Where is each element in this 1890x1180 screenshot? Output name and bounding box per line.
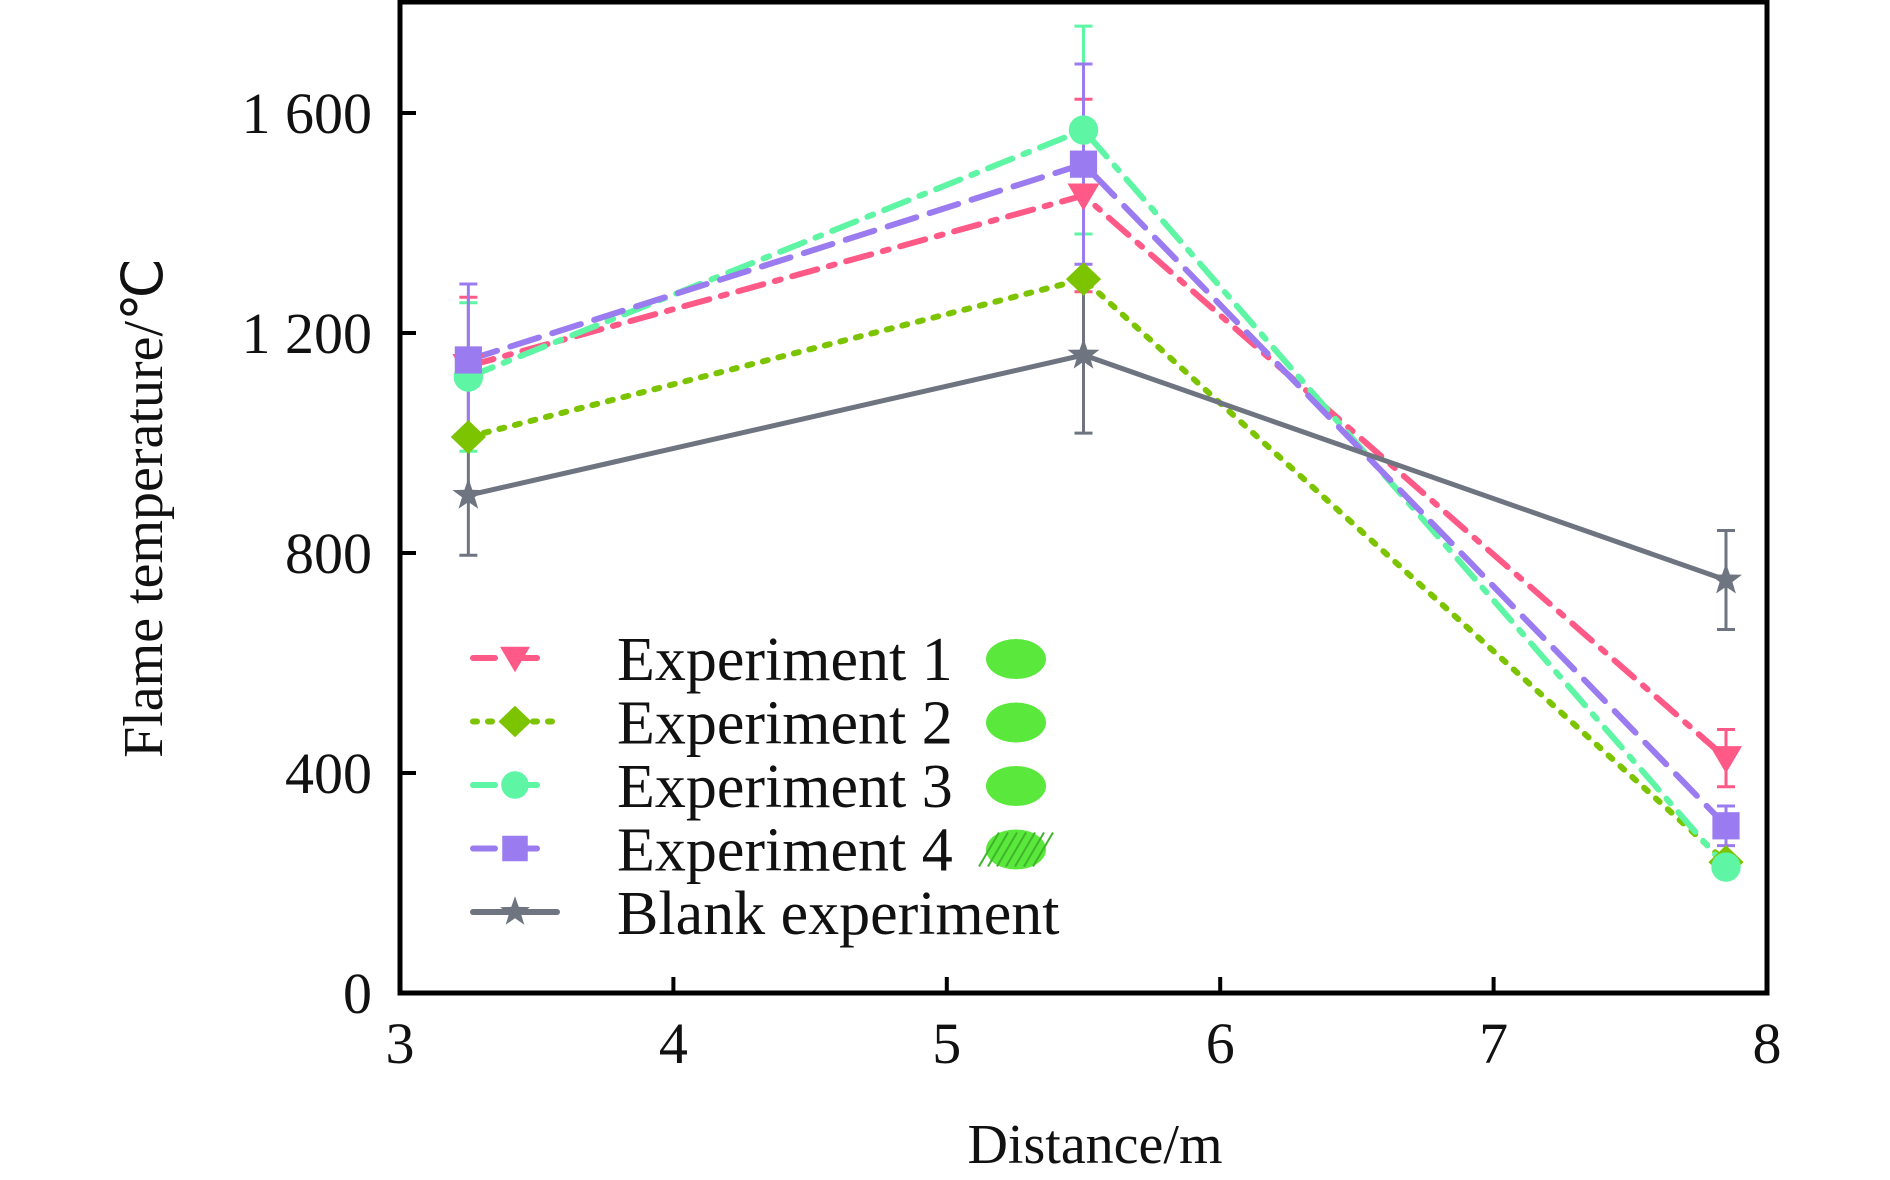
data-point-1 (1709, 746, 1742, 774)
legend-marker (502, 835, 528, 862)
x-tick-label: 4 (659, 1011, 688, 1076)
x-tick-label: 7 (1479, 1011, 1508, 1076)
y-tick-label: 1 600 (242, 81, 373, 146)
legend-swatch-hatch (1014, 831, 1036, 868)
x-axis-title: Distance/m (967, 1114, 1222, 1176)
plot-frame (397, 0, 1770, 996)
data-markers (450, 115, 1744, 882)
legend-swatch-hatch (1005, 831, 1027, 868)
legend-label: Experiment 1 (617, 626, 953, 694)
data-point-4 (1069, 150, 1098, 178)
data-point-3 (1711, 852, 1741, 882)
legend-swatch-hatch (978, 831, 1000, 868)
legend-marker (501, 771, 529, 799)
y-axis: 0 400 800 1 200 1 600 (242, 81, 416, 1026)
legend-swatch-hatch (987, 831, 1009, 868)
legend-item-4: Experiment 4 (470, 817, 1054, 885)
y-tick-label: 800 (285, 521, 372, 586)
legend-item-5: Blank experiment (470, 880, 1059, 948)
legend-marker (498, 705, 532, 738)
data-point-3 (1068, 115, 1099, 145)
data-point-5 (452, 478, 485, 509)
series-line-2 (465, 275, 1729, 866)
x-tick-label: 3 (386, 1011, 415, 1076)
data-point-4 (454, 346, 482, 374)
legend-marker (500, 896, 530, 925)
data-point-1 (1067, 183, 1100, 211)
y-tick-label: 1 200 (242, 301, 373, 366)
x-tick-label: 5 (932, 1011, 961, 1076)
legend-swatch-hatch (1032, 831, 1054, 868)
data-point-5 (1067, 338, 1100, 369)
legend-swatch-hatch (996, 831, 1018, 868)
legend-label: Experiment 3 (617, 753, 953, 821)
y-axis-title: Flame temperature/℃ (113, 258, 175, 758)
legend-swatch (986, 766, 1046, 806)
legend-marker (500, 646, 530, 673)
legend-item-1: Experiment 1 (470, 626, 1046, 694)
data-point-5 (1710, 563, 1742, 594)
legend-item-2: Experiment 2 (470, 690, 1046, 758)
y-tick-label: 400 (285, 741, 372, 806)
legend-label: Experiment 4 (617, 817, 953, 885)
data-point-4 (1712, 812, 1740, 840)
legend-swatch-hatch (1023, 831, 1045, 868)
legend-item-3: Experiment 3 (470, 753, 1046, 821)
y-tick-label: 0 (343, 961, 372, 1026)
legend-swatch (986, 702, 1046, 743)
data-point-2 (450, 420, 486, 454)
x-tick-label: 8 (1753, 1011, 1782, 1076)
legend-label: Blank experiment (617, 880, 1059, 948)
plot-border (397, 0, 1770, 996)
x-tick-label: 6 (1206, 1011, 1235, 1076)
legend-label: Experiment 2 (617, 690, 953, 758)
data-point-2 (1065, 262, 1102, 296)
legend-swatch (986, 639, 1046, 679)
x-axis: 3 4 5 6 7 8 (386, 977, 1782, 1076)
